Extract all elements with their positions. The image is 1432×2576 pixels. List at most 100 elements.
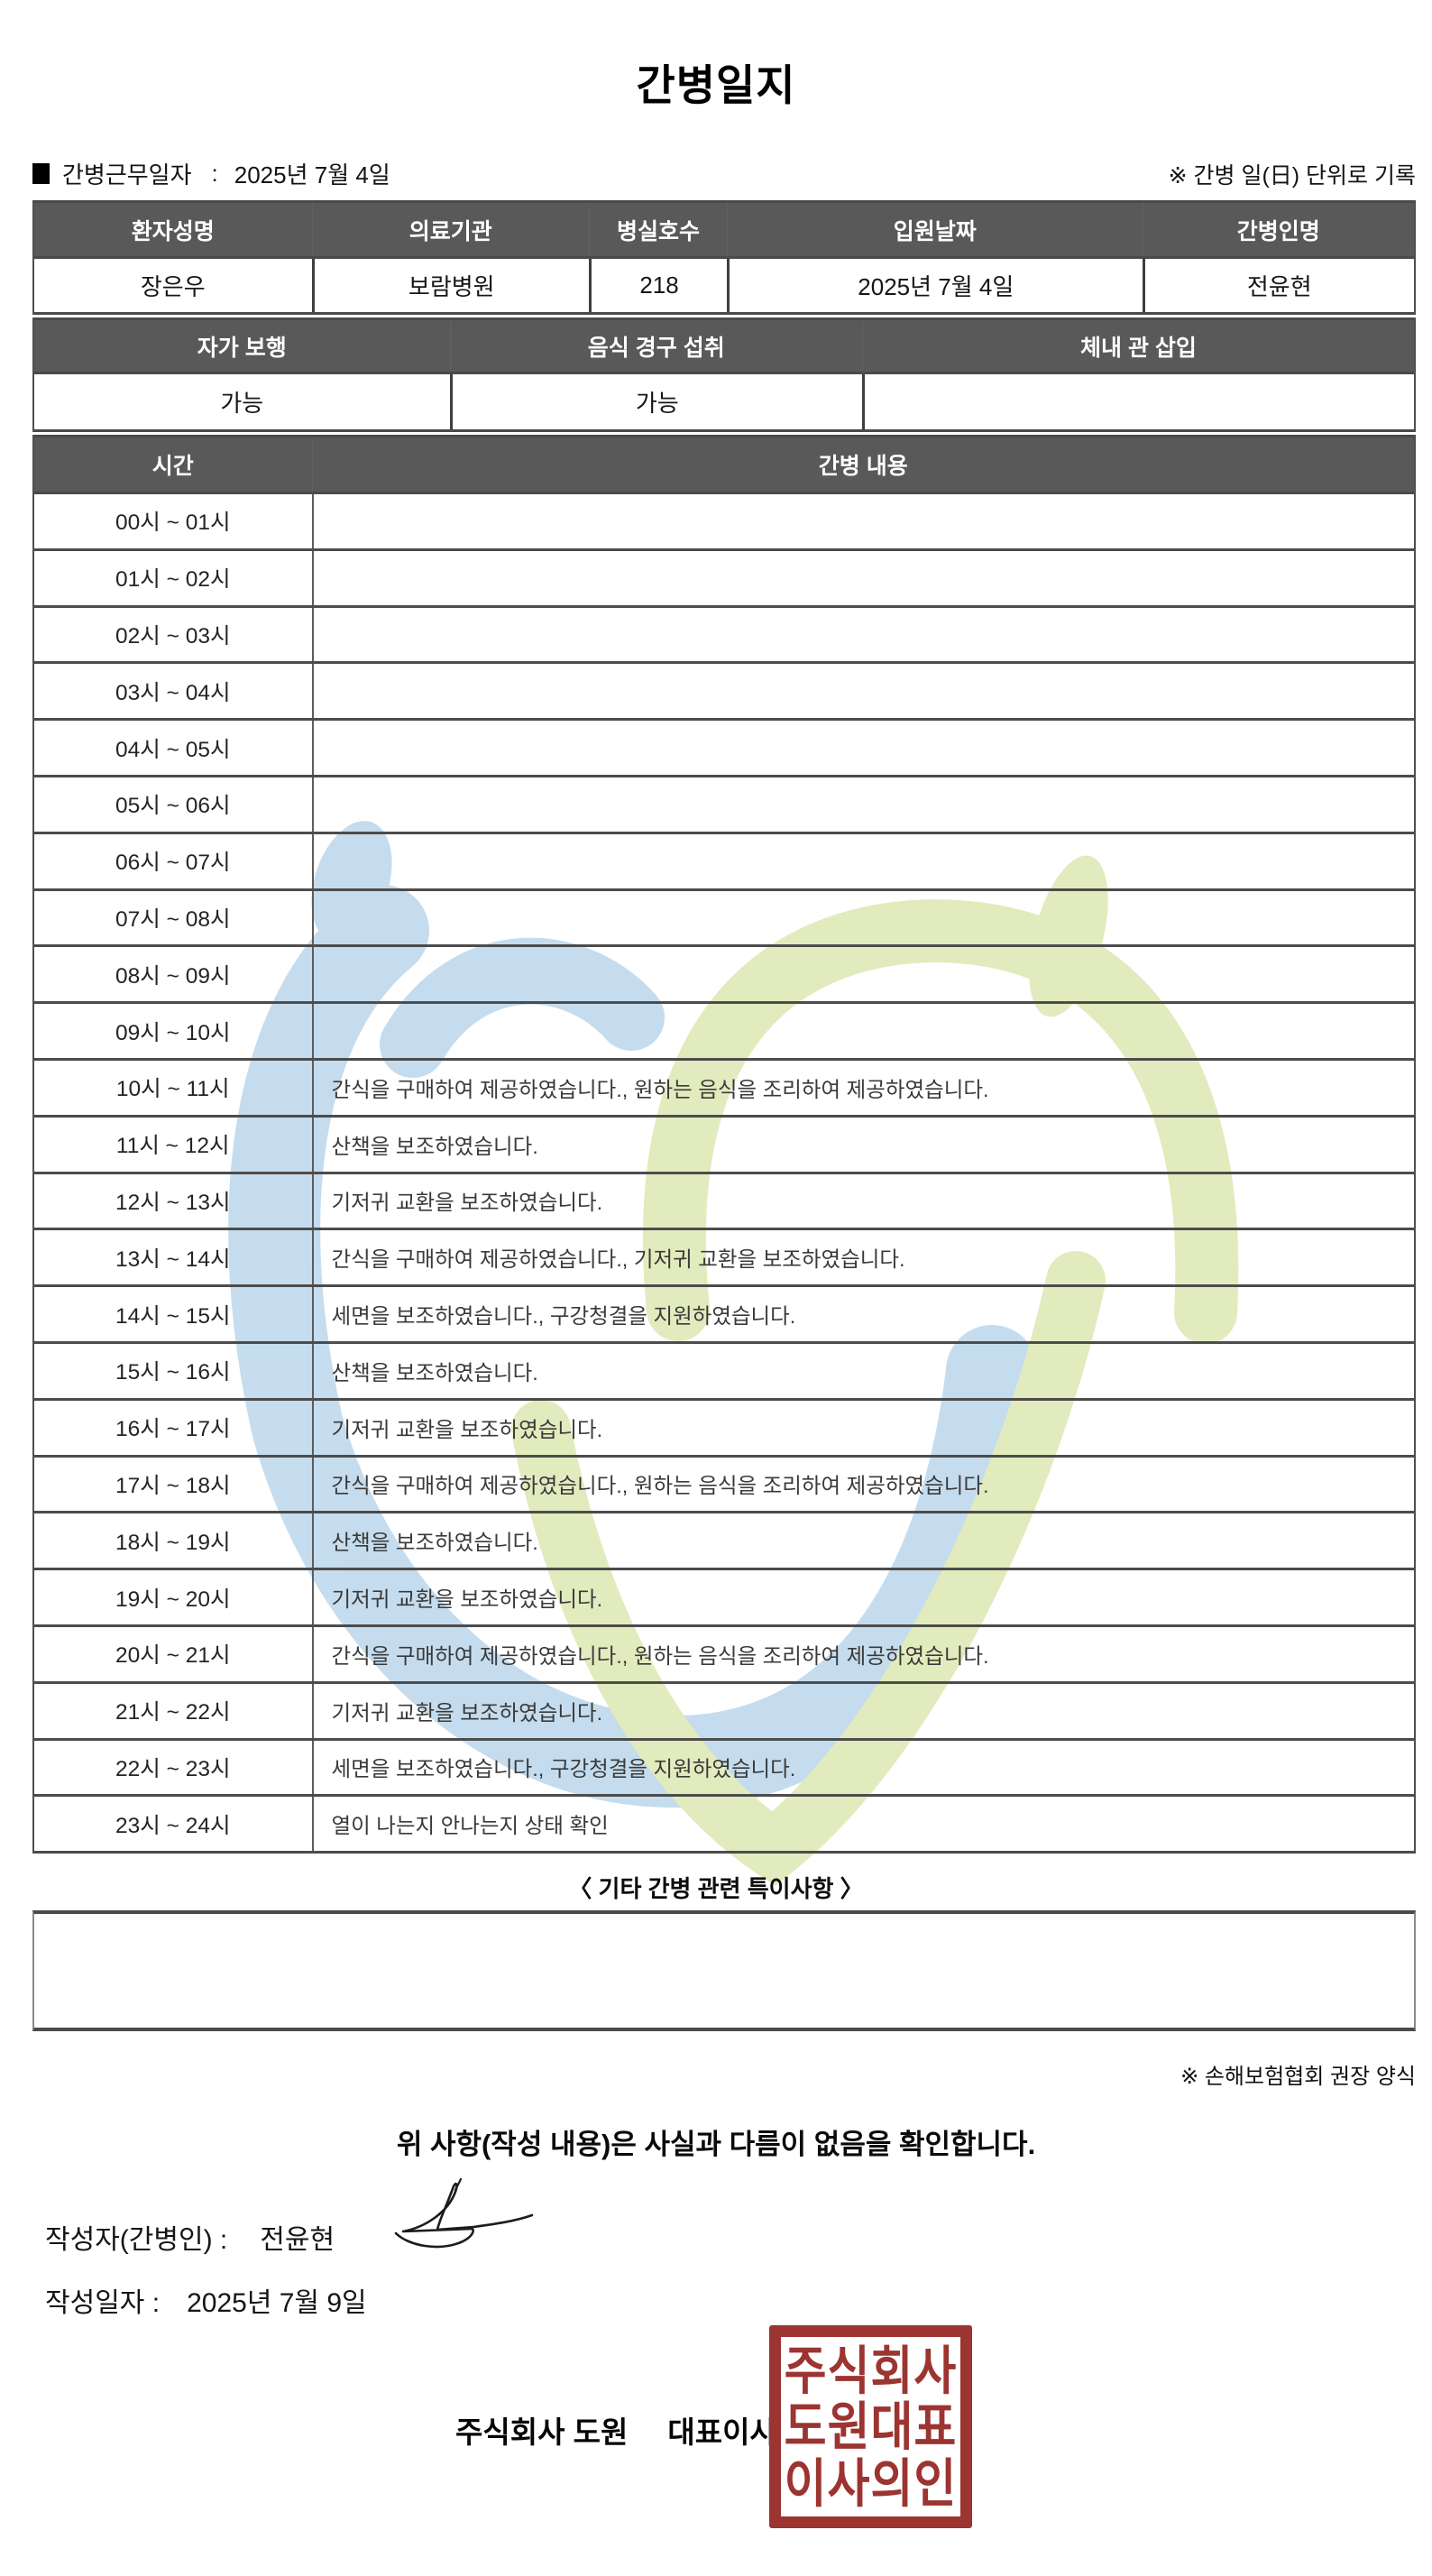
special-notes-label: 〈 기타 간병 관련 특이사항 〉 <box>568 1875 864 1902</box>
caregiver-name-value: 전윤현 <box>1142 259 1414 312</box>
care-row: 16시 ~ 17시 기저귀 교환을 보조하였습니다. <box>34 1400 1414 1458</box>
care-row-content: 세면을 보조하였습니다., 구강청결을 지원하였습니다. <box>311 1740 1414 1795</box>
care-row-time: 16시 ~ 17시 <box>115 1417 231 1442</box>
signature <box>394 2177 534 2249</box>
care-row-content: 산책을 보조하였습니다. <box>311 1513 1414 1569</box>
care-log-table: 시간 간병 내용 00시 ~ 01시 01시 ~ 02시 02시 ~ 03시 0… <box>32 435 1416 1854</box>
form-recommendation-note: ※ 손해보험협회 권장 양식 <box>1180 2065 1416 2089</box>
writer-name: 전윤현 <box>260 2225 335 2255</box>
stamp-row: 도원대표 <box>784 2397 958 2456</box>
work-date-value: 2025년 7월 4일 <box>234 161 390 189</box>
admission-date-value: 2025년 7월 4일 <box>727 259 1143 312</box>
care-row: 05시 ~ 06시 <box>34 777 1414 834</box>
care-row-time: 09시 ~ 10시 <box>115 1020 231 1045</box>
care-row-time: 13시 ~ 14시 <box>115 1247 231 1272</box>
writer-label: 작성자(간병인) : <box>45 2225 228 2255</box>
care-row: 09시 ~ 10시 <box>34 1004 1414 1061</box>
care-row-time: 12시 ~ 13시 <box>115 1190 231 1215</box>
care-row-time: 17시 ~ 18시 <box>115 1473 231 1498</box>
care-row: 06시 ~ 07시 <box>34 833 1414 891</box>
care-row-content: 기저귀 교환을 보조하였습니다. <box>311 1400 1414 1455</box>
meta-row: 간병근무일자 : 2025년 7월 4일 ※ 간병 일(日) 단위로 기록 <box>32 157 1416 190</box>
patient-header-name: 환자성명 <box>131 218 215 244</box>
work-date-label: 간병근무일자 <box>62 161 192 189</box>
care-row-time: 15시 ~ 16시 <box>115 1360 231 1385</box>
care-row-content <box>311 777 1414 832</box>
patient-info-table: 환자성명 의료기관 병실호수 입원날짜 간병인명 장은우 보람병원 218 20… <box>32 200 1416 315</box>
care-row-time: 01시 ~ 02시 <box>115 567 231 593</box>
special-notes-box <box>32 1910 1416 2031</box>
care-row: 10시 ~ 11시 간식을 구매하여 제공하였습니다., 원하는 음식을 조리하여… <box>34 1060 1414 1118</box>
care-row-content <box>311 947 1414 1002</box>
stamp-row: 주식회사 <box>784 2341 958 2400</box>
care-row-content: 기저귀 교환을 보조하였습니다. <box>311 1173 1414 1228</box>
write-date-label: 작성일자 : <box>45 2288 161 2318</box>
care-header-time: 시간 <box>151 454 194 479</box>
care-row: 00시 ~ 01시 <box>34 494 1414 551</box>
care-row: 21시 ~ 22시 기저귀 교환을 보조하였습니다. <box>34 1683 1414 1741</box>
status-header-tube: 체내 관 삽입 <box>861 320 1414 372</box>
care-row-time: 23시 ~ 24시 <box>115 1813 231 1838</box>
care-row: 14시 ~ 15시 세면을 보조하였습니다., 구강청결을 지원하였습니다. <box>34 1287 1414 1344</box>
hospital-value: 보람병원 <box>311 259 590 312</box>
care-row-content: 열이 나는지 안나는지 상태 확인 <box>311 1797 1414 1852</box>
care-row: 07시 ~ 08시 <box>34 890 1414 948</box>
care-row-time: 18시 ~ 19시 <box>115 1530 231 1555</box>
care-row: 20시 ~ 21시 간식을 구매하여 제공하였습니다., 원하는 음식을 조리하여… <box>34 1626 1414 1684</box>
care-row: 22시 ~ 23시 세면을 보조하였습니다., 구강청결을 지원하였습니다. <box>34 1740 1414 1798</box>
unit-note: ※ 간병 일(日) 단위로 기록 <box>1168 162 1416 189</box>
confirmation-statement: 위 사항(작성 내용)은 사실과 다름이 없음을 확인합니다. <box>396 2129 1036 2160</box>
care-row: 15시 ~ 16시 산책을 보조하였습니다. <box>34 1343 1414 1401</box>
care-row-time: 03시 ~ 04시 <box>115 680 231 705</box>
care-row-time: 08시 ~ 09시 <box>115 963 231 989</box>
care-row-time: 20시 ~ 21시 <box>115 1643 231 1669</box>
care-row-time: 04시 ~ 05시 <box>115 737 231 762</box>
care-row-content <box>311 890 1414 945</box>
care-row-content: 간식을 구매하여 제공하였습니다., 원하는 음식을 조리하여 제공하였습니다. <box>311 1626 1414 1681</box>
stamp-row: 이사의인 <box>784 2453 958 2513</box>
care-row: 12시 ~ 13시 기저귀 교환을 보조하였습니다. <box>34 1173 1414 1231</box>
care-row-content: 간식을 구매하여 제공하였습니다., 기저귀 교환을 보조하였습니다. <box>311 1230 1414 1285</box>
tube-value <box>861 374 1414 429</box>
care-row-time: 19시 ~ 20시 <box>115 1587 231 1612</box>
care-row: 17시 ~ 18시 간식을 구매하여 제공하였습니다., 원하는 음식을 조리하여… <box>34 1457 1414 1514</box>
status-header-row: 자가 보행 음식 경구 섭취 체내 관 삽입 <box>34 317 1414 374</box>
care-row: 23시 ~ 24시 열이 나는지 안나는지 상태 확인 <box>34 1797 1414 1854</box>
walking-value: 가능 <box>220 390 264 417</box>
care-row-time: 00시 ~ 01시 <box>115 511 231 536</box>
care-row-content: 간식을 구매하여 제공하였습니다., 원하는 음식을 조리하여 제공하였습니다. <box>311 1457 1414 1512</box>
care-row: 19시 ~ 20시 기저귀 교환을 보조하였습니다. <box>34 1570 1414 1627</box>
care-row-content <box>311 721 1414 775</box>
patient-header-row: 환자성명 의료기관 병실호수 입원날짜 간병인명 <box>34 200 1414 259</box>
patient-value-row: 장은우 보람병원 218 2025년 7월 4일 전윤현 <box>34 259 1414 315</box>
care-row-content: 산책을 보조하였습니다. <box>311 1117 1414 1172</box>
work-date-line: 간병근무일자 : 2025년 7월 4일 <box>32 157 390 190</box>
care-row-content <box>311 664 1414 719</box>
care-row-content: 세면을 보조하였습니다., 구강청결을 지원하였습니다. <box>311 1287 1414 1341</box>
status-header-walking: 자가 보행 <box>197 335 287 361</box>
oral-intake-value: 가능 <box>449 374 862 429</box>
write-date-line: 작성일자 : 2025년 7월 9일 <box>45 2280 367 2320</box>
care-row-time: 07시 ~ 08시 <box>115 906 231 932</box>
care-row-time: 10시 ~ 11시 <box>115 1077 230 1102</box>
ceo-label: 대표이사 <box>667 2415 777 2449</box>
write-date-value: 2025년 7월 9일 <box>187 2288 367 2318</box>
company-line: 주식회사 도원 대표이사 <box>455 2408 777 2452</box>
room-number-value: 218 <box>589 259 727 312</box>
status-value-row: 가능 가능 <box>34 374 1414 432</box>
care-row-time: 11시 ~ 12시 <box>115 1134 230 1159</box>
patient-header-admission-date: 입원날짜 <box>727 203 1143 256</box>
patient-header-room: 병실호수 <box>589 203 727 256</box>
care-row-time: 14시 ~ 15시 <box>115 1303 231 1329</box>
care-row-content <box>311 833 1414 888</box>
patient-status-table: 자가 보행 음식 경구 섭취 체내 관 삽입 가능 가능 <box>32 317 1416 432</box>
care-row-time: 22시 ~ 23시 <box>115 1756 231 1781</box>
care-row-content: 기저귀 교환을 보조하였습니다. <box>311 1570 1414 1624</box>
corporate-seal-stamp: 주식회사 도원대표 이사의인 <box>769 2325 972 2528</box>
care-row: 18시 ~ 19시 산책을 보조하였습니다. <box>34 1513 1414 1571</box>
care-row: 01시 ~ 02시 <box>34 550 1414 608</box>
care-row-content: 기저귀 교환을 보조하였습니다. <box>311 1683 1414 1738</box>
writer-line: 작성자(간병인) : 전윤현 <box>45 2217 335 2257</box>
care-row: 02시 ~ 03시 <box>34 607 1414 665</box>
